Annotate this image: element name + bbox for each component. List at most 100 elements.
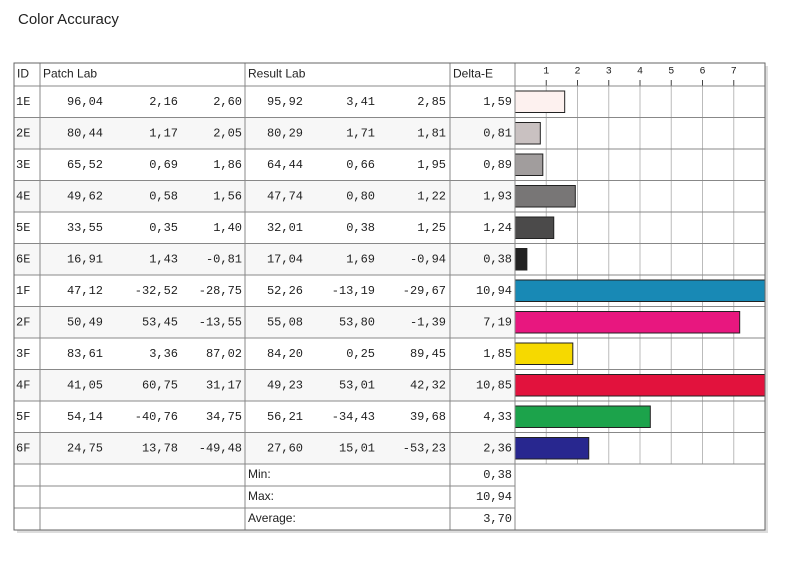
row-bg bbox=[14, 401, 515, 433]
value-label: 1,93 bbox=[483, 189, 512, 203]
result-lab: 0,80 bbox=[346, 189, 375, 203]
row-bg bbox=[14, 149, 515, 181]
summary-value: 0,38 bbox=[483, 468, 512, 482]
summary-label: Average: bbox=[248, 511, 296, 525]
value-label: 4,33 bbox=[483, 410, 512, 424]
row-id: 2E bbox=[16, 126, 30, 140]
row-id: 5F bbox=[16, 410, 30, 424]
bar bbox=[515, 185, 576, 208]
bar bbox=[515, 122, 541, 145]
result-lab: 52,26 bbox=[267, 284, 303, 298]
patch-lab: 1,43 bbox=[149, 252, 178, 266]
summary-label: Max: bbox=[248, 489, 274, 503]
value-label: 10,94 bbox=[476, 284, 512, 298]
x-tick-label: 6 bbox=[699, 67, 705, 78]
result-lab: 89,45 bbox=[410, 347, 446, 361]
result-lab: 84,20 bbox=[267, 347, 303, 361]
patch-lab: 83,61 bbox=[67, 347, 103, 361]
patch-lab: 41,05 bbox=[67, 378, 103, 392]
patch-lab: 1,86 bbox=[213, 158, 242, 172]
result-lab: 27,60 bbox=[267, 441, 303, 455]
x-tick-label: 1 bbox=[543, 67, 549, 78]
bar bbox=[515, 437, 590, 460]
row-bg bbox=[14, 306, 515, 338]
result-lab: 0,38 bbox=[346, 221, 375, 235]
bar-area bbox=[515, 90, 765, 460]
result-lab: 1,95 bbox=[417, 158, 446, 172]
result-lab: 49,23 bbox=[267, 378, 303, 392]
x-tick-label: 7 bbox=[731, 67, 737, 78]
x-tick-label: 2 bbox=[574, 67, 580, 78]
result-lab: 64,44 bbox=[267, 158, 303, 172]
row-bg bbox=[14, 338, 515, 370]
result-lab: -34,43 bbox=[332, 410, 375, 424]
patch-lab: 49,62 bbox=[67, 189, 103, 203]
patch-lab: 2,60 bbox=[213, 95, 242, 109]
result-lab: 55,08 bbox=[267, 315, 303, 329]
bar bbox=[515, 374, 765, 397]
result-lab: -29,67 bbox=[403, 284, 446, 298]
bar bbox=[515, 342, 574, 365]
patch-lab: 96,04 bbox=[67, 95, 103, 109]
bar bbox=[515, 153, 544, 176]
patch-lab: 0,35 bbox=[149, 221, 178, 235]
bar bbox=[515, 90, 566, 113]
result-lab: 56,21 bbox=[267, 410, 303, 424]
header-bg bbox=[14, 63, 765, 86]
row-bg bbox=[14, 212, 515, 244]
chart-title: Color Accuracy bbox=[18, 11, 119, 28]
row-bg bbox=[14, 432, 515, 464]
patch-lab: 1,17 bbox=[149, 126, 178, 140]
value-label: 1,59 bbox=[483, 95, 512, 109]
row-bg bbox=[14, 117, 515, 149]
patch-lab: 13,78 bbox=[142, 441, 178, 455]
patch-lab: 24,75 bbox=[67, 441, 103, 455]
patch-lab: 0,58 bbox=[149, 189, 178, 203]
row-bg bbox=[14, 369, 515, 401]
x-tick-label: 5 bbox=[668, 67, 674, 78]
row-id: 5E bbox=[16, 221, 30, 235]
patch-lab: 1,40 bbox=[213, 221, 242, 235]
value-label: 1,85 bbox=[483, 347, 512, 361]
result-lab: 15,01 bbox=[339, 441, 375, 455]
row-id: 6E bbox=[16, 252, 30, 266]
row-id: 4F bbox=[16, 378, 30, 392]
patch-lab: 33,55 bbox=[67, 221, 103, 235]
patch-lab: 34,75 bbox=[206, 410, 242, 424]
bar bbox=[515, 405, 651, 428]
patch-lab: 65,52 bbox=[67, 158, 103, 172]
result-lab: 0,25 bbox=[346, 347, 375, 361]
column-header: Result Lab bbox=[248, 67, 306, 81]
patch-lab: 2,16 bbox=[149, 95, 178, 109]
bar bbox=[515, 216, 555, 239]
result-lab: 80,29 bbox=[267, 126, 303, 140]
result-lab: 39,68 bbox=[410, 410, 446, 424]
result-lab: 32,01 bbox=[267, 221, 303, 235]
column-header: Delta-E bbox=[453, 67, 493, 81]
result-lab: 53,01 bbox=[339, 378, 375, 392]
column-header: ID bbox=[17, 67, 29, 81]
result-lab: -13,19 bbox=[332, 284, 375, 298]
column-header: Patch Lab bbox=[43, 67, 97, 81]
result-lab: 47,74 bbox=[267, 189, 303, 203]
result-lab: -1,39 bbox=[410, 315, 446, 329]
result-lab: 17,04 bbox=[267, 252, 303, 266]
summary-value: 3,70 bbox=[483, 512, 512, 526]
x-tick-label: 3 bbox=[606, 67, 612, 78]
value-label: 1,24 bbox=[483, 221, 512, 235]
row-id: 3F bbox=[16, 347, 30, 361]
result-lab: 95,92 bbox=[267, 95, 303, 109]
result-lab: -0,94 bbox=[410, 252, 446, 266]
summary-label: Min: bbox=[248, 467, 271, 481]
patch-lab: 16,91 bbox=[67, 252, 103, 266]
result-lab: -53,23 bbox=[403, 441, 446, 455]
patch-lab: -28,75 bbox=[199, 284, 242, 298]
row-id: 6F bbox=[16, 441, 30, 455]
result-lab: 1,69 bbox=[346, 252, 375, 266]
patch-lab: -13,55 bbox=[199, 315, 242, 329]
patch-lab: 80,44 bbox=[67, 126, 103, 140]
patch-lab: 60,75 bbox=[142, 378, 178, 392]
patch-lab: 47,12 bbox=[67, 284, 103, 298]
patch-lab: 0,69 bbox=[149, 158, 178, 172]
